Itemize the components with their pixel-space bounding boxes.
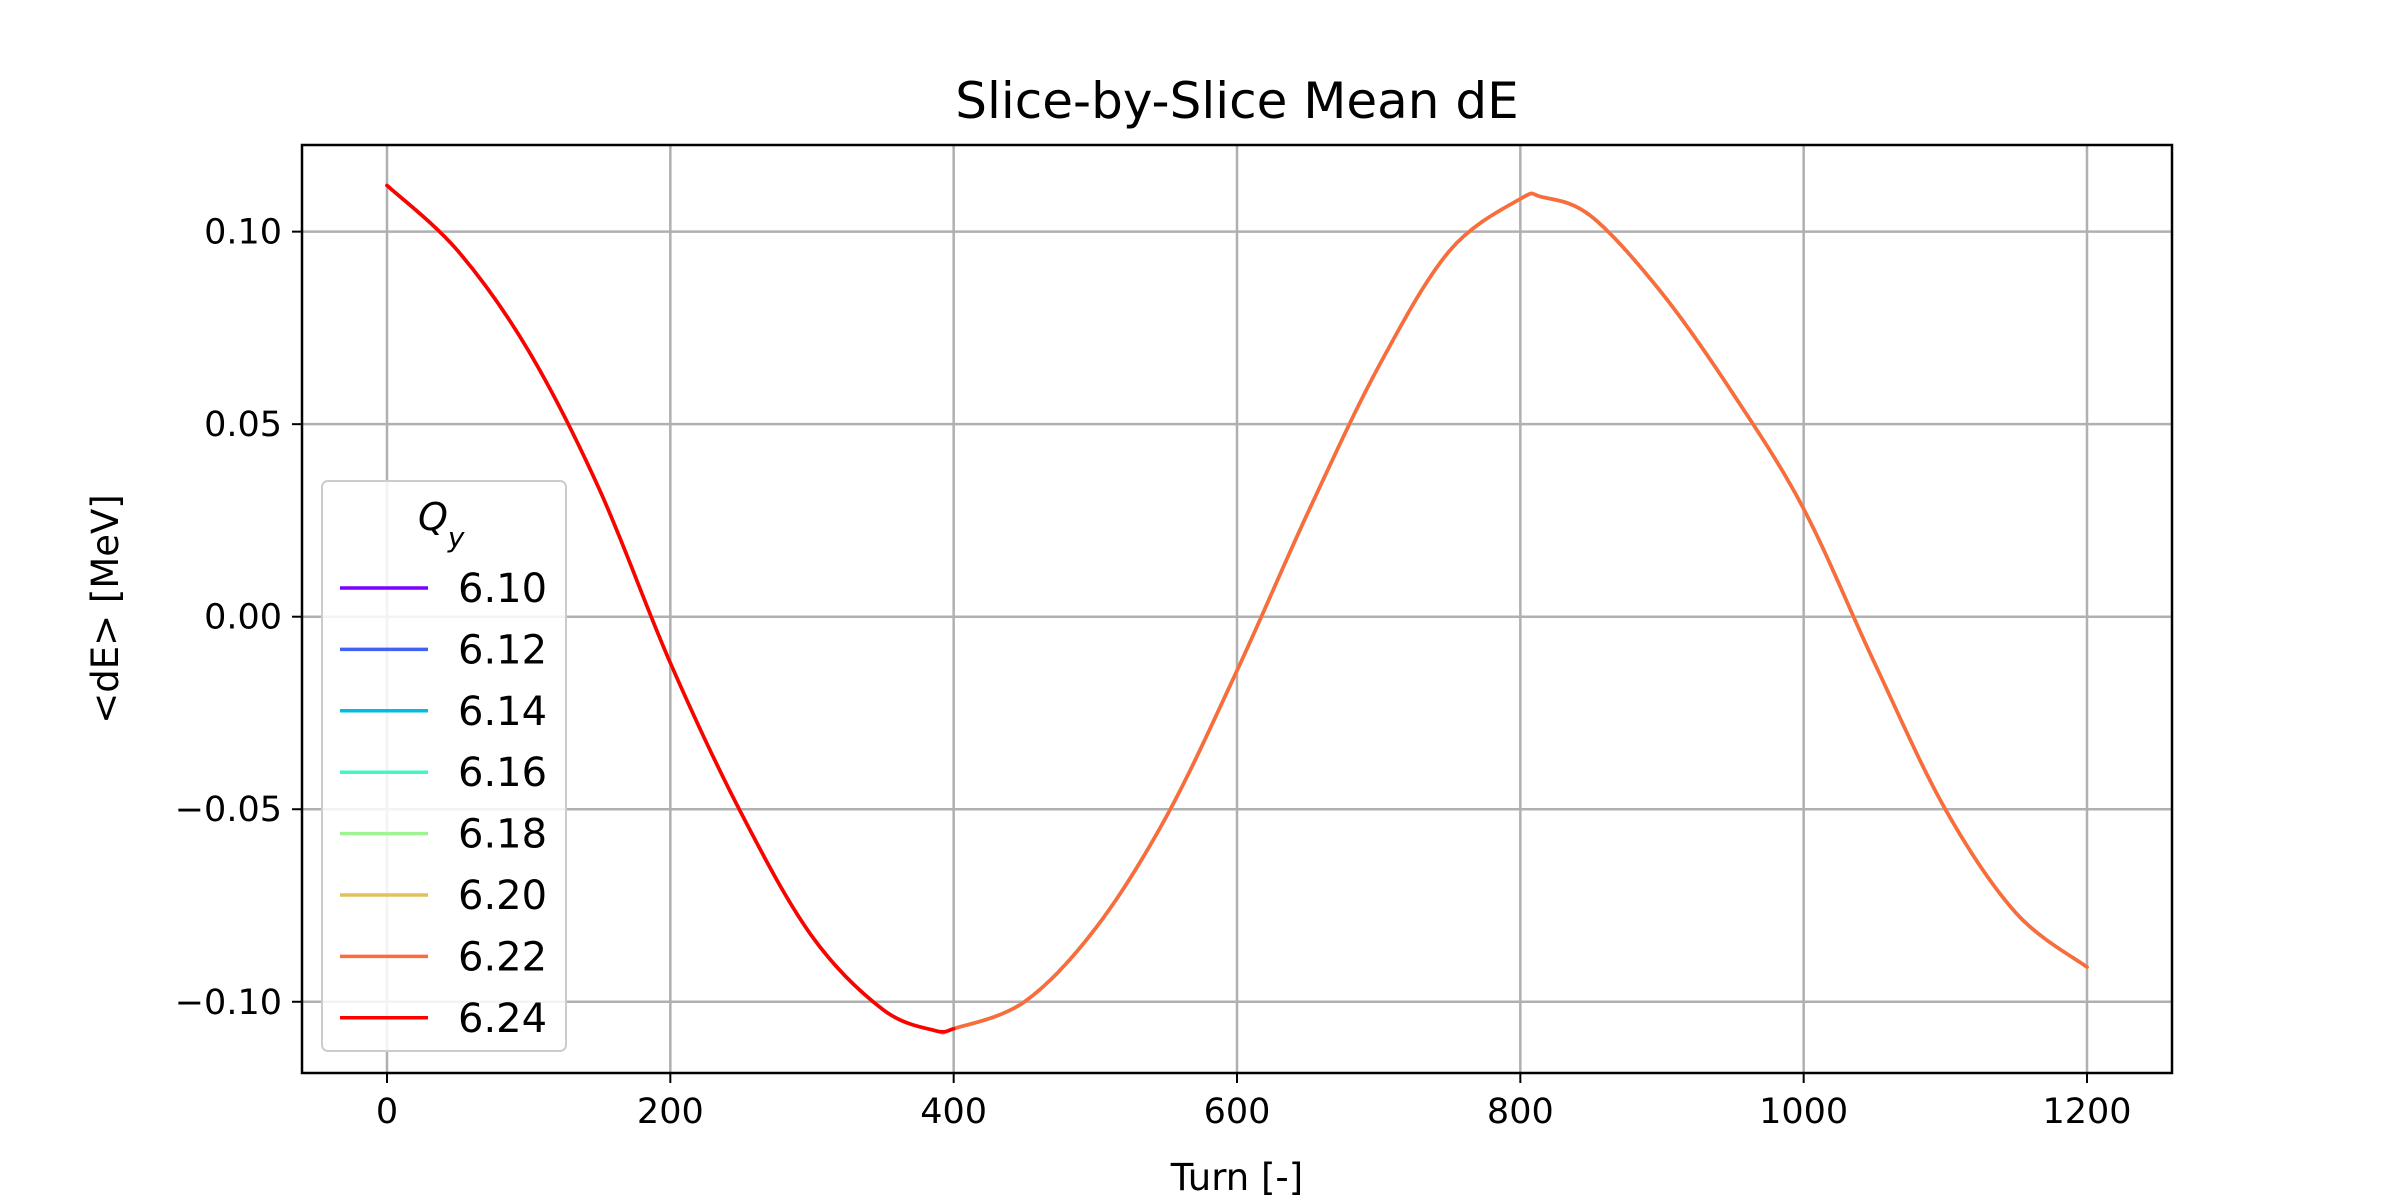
y-tick-label: −0.05 <box>175 790 282 830</box>
y-tick-label: 0.00 <box>204 598 282 638</box>
x-tick-label: 1200 <box>2042 1092 2131 1132</box>
y-axis-label: <dE> [MeV] <box>84 494 127 724</box>
x-tick-label: 600 <box>1204 1092 1271 1132</box>
legend-entries: 6.10 6.12 6.14 6.16 6.18 6.20 6.22 6.24 <box>340 566 547 1042</box>
x-tick-label: 400 <box>920 1092 987 1132</box>
x-tick-label: 800 <box>1487 1092 1554 1132</box>
x-tick-label: 0 <box>376 1092 398 1132</box>
y-tick-label: 0.10 <box>204 213 282 253</box>
x-tick-label: 200 <box>637 1092 704 1132</box>
legend-label: 6.24 <box>458 996 547 1042</box>
y-tick-label: 0.05 <box>204 405 282 445</box>
legend-label: 6.18 <box>458 812 547 858</box>
legend-label: 6.16 <box>458 750 547 796</box>
x-axis-label: Turn [-] <box>1170 1156 1303 1199</box>
legend-title: Qy <box>418 495 465 554</box>
legend-label: 6.22 <box>458 934 547 980</box>
legend: Qy 6.10 6.12 6.14 6.16 6.18 6.20 6.22 6.24 <box>321 480 567 1052</box>
series-line-6-24 <box>385 183 956 1034</box>
legend-label: 6.12 <box>458 627 547 673</box>
legend-box <box>321 480 567 1052</box>
legend-label: 6.20 <box>458 873 547 919</box>
grid-layer <box>302 145 2172 1073</box>
series-layer <box>385 183 2089 1035</box>
tick-layer: 0 200 400 600 800 1000 1200 0.10 0.05 0.00 −0.05 −0… <box>175 213 2132 1132</box>
legend-label: 6.14 <box>458 689 547 735</box>
legend-label: 6.10 <box>458 566 547 612</box>
chart-title: Slice-by-Slice Mean dE <box>955 72 1518 130</box>
y-tick-label: −0.10 <box>175 983 282 1023</box>
x-tick-label: 1000 <box>1759 1092 1848 1132</box>
